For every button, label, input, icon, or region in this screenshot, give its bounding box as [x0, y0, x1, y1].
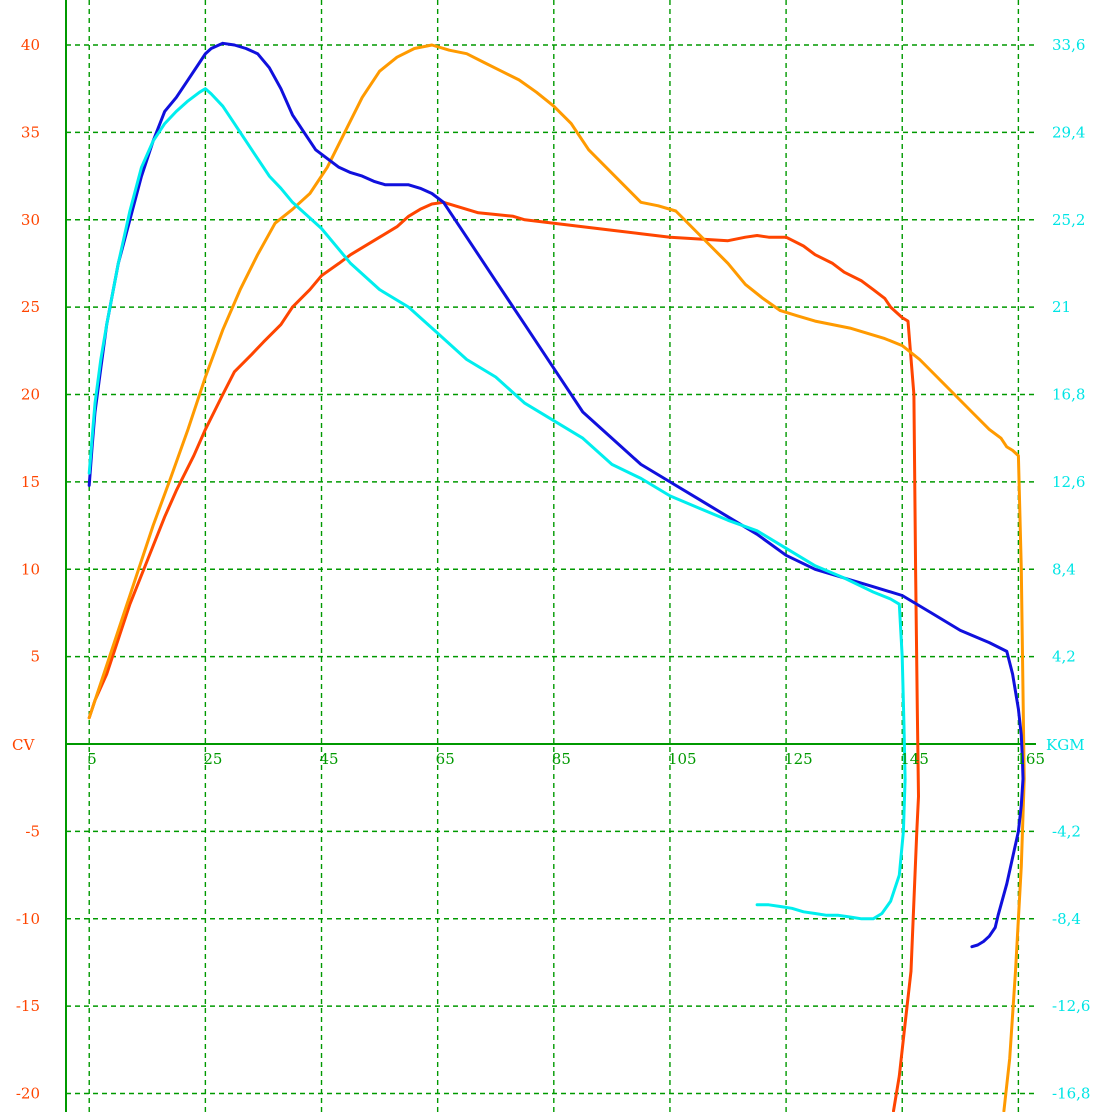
y-tick-label-right: -8,4 — [1052, 910, 1081, 928]
y-tick-label-left: 30 — [21, 211, 40, 229]
x-tick-label: 45 — [320, 750, 339, 768]
x-tick-label: 105 — [668, 750, 697, 768]
y-tick-label-right: 4,2 — [1052, 648, 1076, 666]
grid-lines — [66, 0, 1036, 1112]
y-tick-label-left: 40 — [21, 36, 40, 54]
y-tick-label-right: 25,2 — [1052, 211, 1085, 229]
axes — [65, 0, 1036, 1112]
y-tick-label-left: 25 — [21, 298, 40, 316]
y-tick-label-left: 5 — [30, 648, 40, 666]
y-tick-label-right: 16,8 — [1052, 386, 1085, 404]
series-line-4 — [87, 87, 907, 921]
y-tick-label-right: 12,6 — [1052, 473, 1085, 491]
x-tick-label: 25 — [203, 750, 222, 768]
series-line-1 — [87, 200, 920, 1112]
y-tick-label-left: -10 — [16, 910, 40, 928]
y-tick-label-left: -5 — [25, 822, 40, 840]
right-unit-label: KGM — [1046, 736, 1085, 754]
y-tick-label-right: -16,8 — [1052, 1085, 1090, 1103]
y-tick-label-left: 10 — [21, 560, 40, 578]
y-tick-label-right: 8,4 — [1052, 560, 1076, 578]
y-tick-label-right: 21 — [1052, 298, 1071, 316]
x-tick-label: 165 — [1016, 750, 1045, 768]
y-tick-label-left: -15 — [16, 997, 40, 1015]
x-tick-label: 145 — [900, 750, 929, 768]
x-tick-label: 5 — [87, 750, 97, 768]
x-tick-label: 125 — [784, 750, 813, 768]
y-tick-label-left: 35 — [21, 123, 40, 141]
y-tick-label-right: 29,4 — [1052, 123, 1085, 141]
y-tick-label-right: 33,6 — [1052, 36, 1085, 54]
y-tick-label-left: 15 — [21, 473, 40, 491]
series-line-3 — [87, 41, 1025, 949]
left-unit-label: CV — [12, 736, 35, 754]
tick-labels: 40 33,6 35 29,4 30 25,2 25 21 20 16,8 15 12,6 10 8,4 5… — [12, 36, 1090, 1103]
y-tick-label-left: 20 — [21, 386, 40, 404]
x-tick-label: 85 — [552, 750, 571, 768]
y-tick-label-right: -12,6 — [1052, 997, 1090, 1015]
y-tick-label-right: -4,2 — [1052, 822, 1081, 840]
series-lines — [87, 41, 1026, 1112]
y-tick-label-left: -20 — [16, 1085, 40, 1103]
x-tick-label: 65 — [436, 750, 455, 768]
series-line-2 — [87, 43, 1026, 1112]
